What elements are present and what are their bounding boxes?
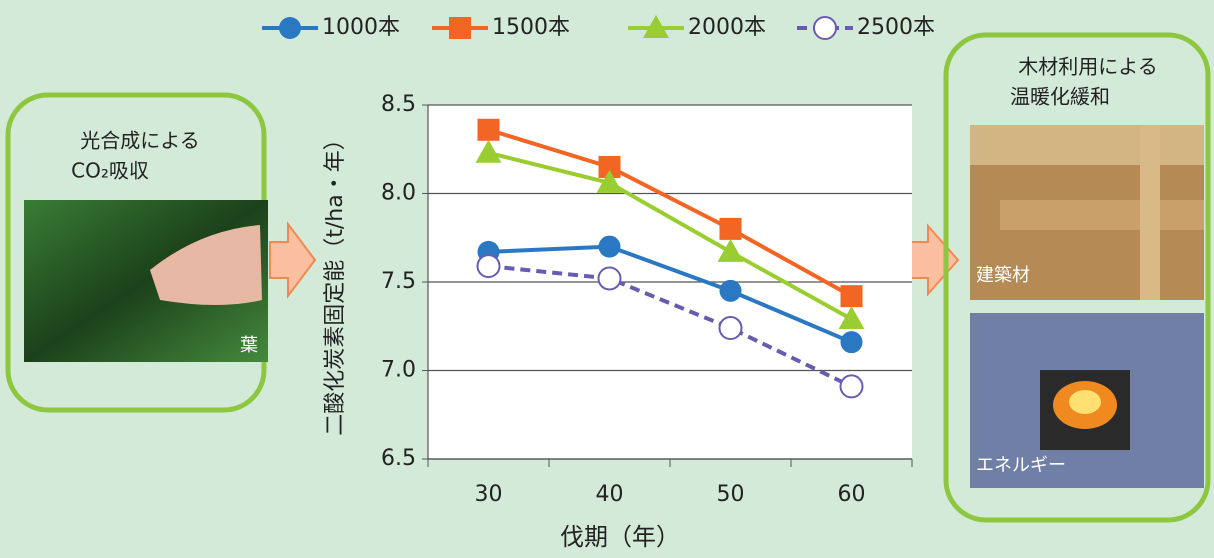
photo-label: 葉 [240, 335, 258, 356]
y-tick-label: 7.5 [381, 269, 416, 294]
left-panel-text: CO₂吸収 [71, 159, 149, 183]
legend-label: 2000本 [688, 15, 766, 40]
x-axis-label: 伐期（年） [560, 523, 680, 551]
x-tick-label: 60 [838, 482, 866, 507]
y-tick-label: 8.0 [381, 181, 416, 206]
marker [599, 236, 621, 258]
y-axis-label: 二酸化炭素固定能（t/ha・年） [323, 128, 348, 435]
x-tick-label: 40 [596, 482, 624, 507]
left-panel-text: 光合成による [80, 129, 199, 153]
legend-label: 1000本 [322, 15, 400, 40]
marker [720, 317, 742, 339]
legend-label: 1500本 [492, 15, 570, 40]
marker [720, 280, 742, 302]
marker [841, 331, 863, 353]
y-tick-label: 8.5 [381, 92, 416, 117]
photo-label: エネルギー [976, 455, 1066, 476]
legend-marker [279, 17, 301, 39]
legend-marker [449, 17, 471, 39]
building-photo-beam [970, 125, 1204, 165]
marker [841, 285, 863, 307]
legend-marker [814, 17, 836, 39]
marker [599, 267, 621, 289]
x-tick-label: 50 [717, 482, 745, 507]
building-photo-beam [1000, 200, 1204, 230]
page: 光合成による CO₂吸収 葉 木材利用による 温暖化緩和 建築材 エネルギー 伐… [0, 0, 1214, 558]
marker [720, 218, 742, 240]
building-photo-post [1140, 125, 1160, 300]
y-tick-label: 6.5 [381, 446, 416, 471]
marker [478, 119, 500, 141]
right-panel-text: 温暖化緩和 [1010, 85, 1110, 109]
marker [478, 255, 500, 277]
legend-label: 2500本 [857, 15, 935, 40]
marker [841, 375, 863, 397]
fire [1069, 390, 1101, 414]
y-tick-label: 7.0 [381, 358, 416, 383]
right-panel-text: 木材利用による [1018, 55, 1157, 79]
x-tick-label: 30 [475, 482, 503, 507]
photo-label: 建築材 [976, 265, 1030, 286]
